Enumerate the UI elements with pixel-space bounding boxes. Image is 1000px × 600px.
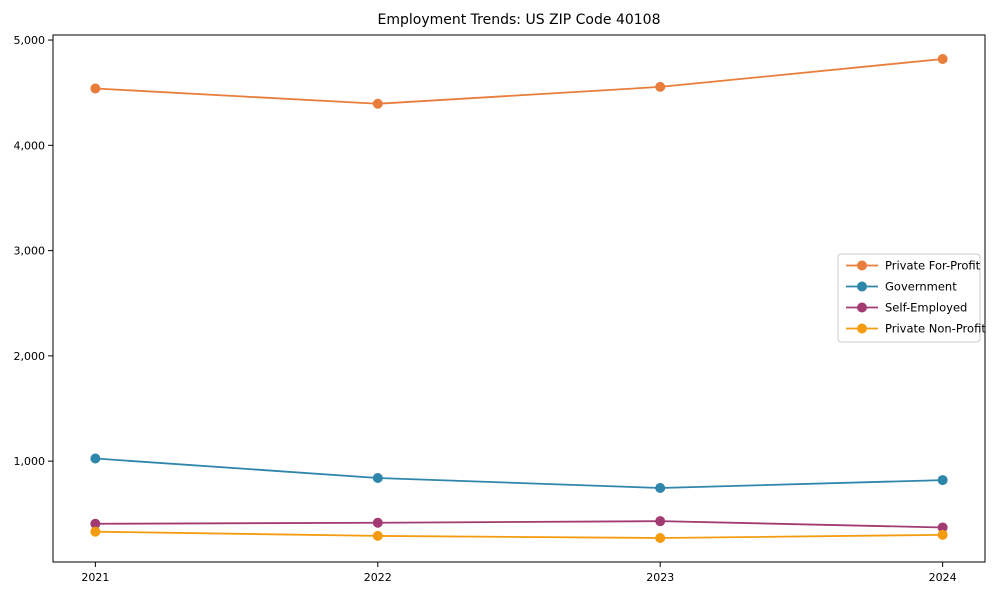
plot-border: [52, 34, 986, 563]
y-tick-label-5-000: 5,000: [14, 34, 46, 47]
chart-title: Employment Trends: US ZIP Code 40108: [378, 12, 661, 28]
y-tick-label-1-000: 1,000: [14, 455, 46, 468]
data-point-self-employed-2023: [655, 516, 666, 527]
data-point-private-non-profit-2021: [90, 526, 101, 537]
x-tick-label-2023: 2023: [646, 571, 674, 584]
x-tick-label-2024: 2024: [929, 571, 957, 584]
data-point-private-for-profit-2022: [372, 98, 383, 109]
data-point-private-non-profit-2022: [372, 530, 383, 541]
data-point-private-for-profit-2024: [937, 54, 948, 65]
data-point-private-non-profit-2024: [937, 529, 948, 540]
legend-item-self-employed: Self-Employed: [846, 301, 967, 315]
legend: Private For-Profit Government Self-Employe…: [837, 253, 986, 343]
legend-label-private-for-profit: Private For-Profit: [885, 259, 981, 273]
data-point-self-employed-2021: [90, 518, 101, 529]
data-point-self-employed-2022: [372, 517, 383, 528]
plot-area: 1,000 2,000 3,000 4,000 5,000 2021 2022 2023 202…: [14, 34, 986, 584]
y-tick-label-4-000: 4,000: [14, 139, 46, 152]
y-tick-label-2-000: 2,000: [14, 350, 46, 363]
data-point-self-employed-2024: [937, 522, 948, 533]
legend-label-private-non-profit: Private Non-Profit: [885, 322, 986, 336]
data-point-private-for-profit-2021: [90, 83, 101, 94]
legend-marker-private-for-profit-icon: [857, 260, 867, 271]
legend-marker-government-icon: [857, 281, 867, 292]
data-point-government-2022: [372, 472, 383, 483]
data-point-private-non-profit-2023: [655, 532, 666, 543]
legend-marker-private-non-profit-icon: [857, 323, 867, 334]
x-tick-label-2021: 2021: [81, 571, 109, 584]
legend-label-self-employed: Self-Employed: [885, 301, 967, 315]
x-tick-label-2022: 2022: [364, 571, 392, 584]
data-point-government-2024: [937, 475, 948, 486]
legend-label-government: Government: [885, 280, 957, 294]
data-point-government-2021: [90, 453, 101, 464]
data-point-government-2023: [655, 482, 666, 493]
legend-item-government: Government: [846, 280, 957, 294]
series-line-self-employed: [95, 520, 943, 529]
legend-marker-self-employed-icon: [857, 302, 867, 313]
series-line-private-for-profit: [95, 58, 943, 105]
data-point-private-for-profit-2023: [655, 81, 666, 92]
series-line-government: [95, 457, 943, 489]
legend-item-private-for-profit: Private For-Profit: [846, 259, 981, 273]
legend-box: [837, 253, 981, 343]
y-tick-label-3-000: 3,000: [14, 245, 46, 258]
legend-item-private-non-profit: Private Non-Profit: [846, 322, 986, 336]
series-line-private-non-profit: [95, 530, 943, 539]
